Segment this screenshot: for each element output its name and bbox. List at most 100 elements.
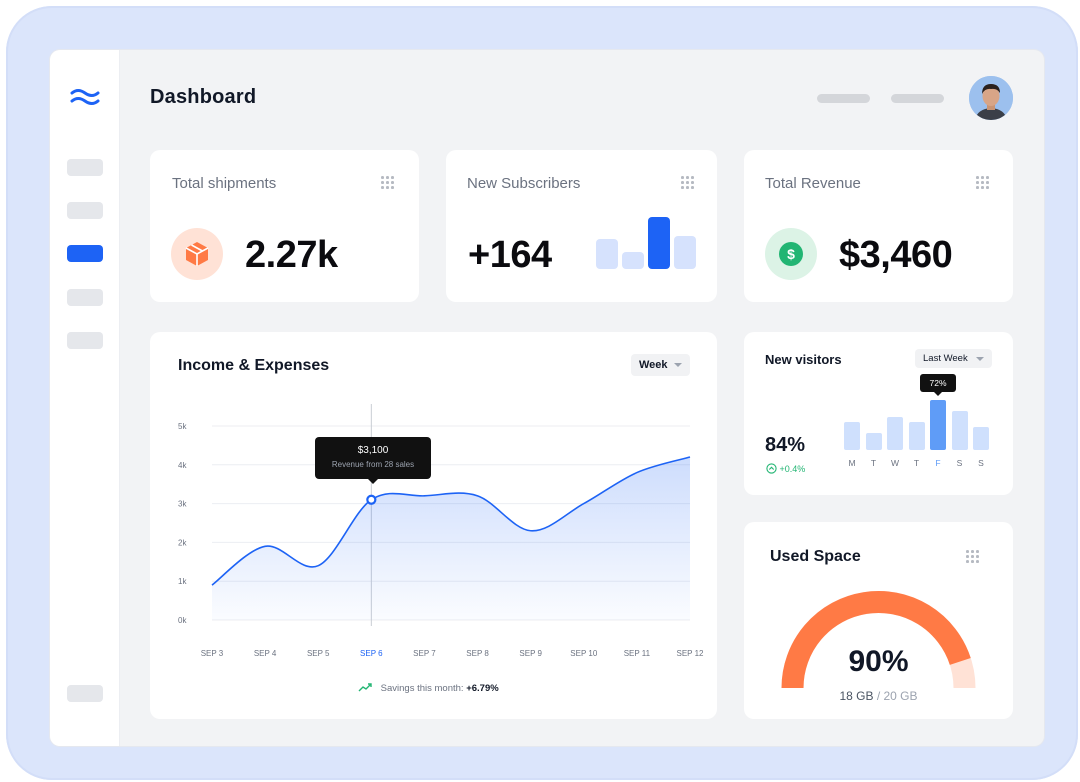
card-title: New visitors	[765, 352, 842, 367]
range-dropdown[interactable]: Week	[631, 354, 690, 376]
subscribers-card: New Subscribers +164	[446, 150, 717, 302]
more-dots-icon[interactable]	[681, 176, 695, 190]
used-space-amount: 18 GB / 20 GB	[839, 689, 918, 703]
x-tick-label: SEP 11	[624, 649, 651, 658]
visitor-bar[interactable]	[908, 422, 925, 450]
trend-up-icon	[358, 683, 372, 692]
subscribers-value: +164	[468, 234, 552, 276]
visitors-bar-chart: M T W T F S S 72%	[844, 374, 996, 482]
x-tick-label: SEP 12	[677, 649, 705, 658]
shipments-card: Total shipments 2.27k	[150, 150, 419, 302]
sidebar-item-2[interactable]	[67, 202, 103, 219]
visitor-day-label: F	[935, 458, 941, 468]
avatar[interactable]	[969, 76, 1013, 120]
box-icon-badge	[171, 228, 223, 280]
visitor-day-label: M	[848, 458, 856, 468]
card-title: Total Revenue	[765, 175, 861, 192]
y-tick-label: 4k	[178, 461, 187, 470]
used-space-gauge	[781, 591, 976, 689]
series-line	[211, 456, 691, 586]
x-tick-label: SEP 5	[307, 649, 330, 658]
savings-label: Savings this month:	[380, 683, 464, 694]
subscriber-bar	[622, 252, 644, 269]
used-space-card: Used Space 90% 18 GB / 20 GB	[744, 522, 1013, 719]
chart-title: Income & Expenses	[178, 357, 330, 374]
range-dropdown-label: Week	[639, 359, 668, 371]
visitor-bar[interactable]	[951, 411, 968, 450]
more-dots-icon[interactable]	[381, 176, 395, 190]
visitors-tooltip: 72%	[920, 374, 956, 396]
y-tick-label: 3k	[178, 500, 187, 509]
x-tick-label: SEP 10	[570, 649, 598, 658]
user-avatar-icon	[969, 76, 1013, 120]
visitor-day-label: T	[870, 458, 877, 468]
income-expenses-card: Income & Expenses Week 0k 1k 2k 3k 4k 5k SEP 3…	[150, 332, 717, 719]
visitor-day-label: T	[913, 458, 920, 468]
sidebar	[50, 50, 120, 746]
chart-tooltip: $3,100 Revenue from 28 sales	[315, 437, 431, 484]
sidebar-item-active[interactable]	[67, 245, 103, 262]
series-area	[212, 457, 690, 620]
header-link-2[interactable]	[891, 94, 944, 103]
subscriber-bar	[674, 236, 696, 269]
box-icon	[185, 242, 209, 266]
range-dropdown-label: Last Week	[923, 353, 968, 364]
visitor-bar[interactable]	[844, 422, 860, 450]
sidebar-item-settings[interactable]	[67, 685, 103, 702]
visitors-change: +0.4%	[766, 463, 805, 474]
dashboard-screen: Dashboard Total shipments	[50, 50, 1044, 746]
x-tick-label: SEP 4	[254, 649, 277, 658]
visitors-percent: 84%	[765, 434, 806, 456]
dollar-icon-badge: $	[765, 228, 817, 280]
arrow-up-circle-icon	[766, 463, 777, 474]
visitors-range-dropdown[interactable]: Last Week	[915, 349, 992, 368]
logo-icon[interactable]	[70, 86, 100, 110]
used-space-percent: 90%	[848, 645, 909, 678]
sidebar-item-4[interactable]	[67, 289, 103, 306]
tablet-frame: Dashboard Total shipments	[6, 6, 1078, 780]
card-title: Total shipments	[172, 175, 277, 192]
visitor-bar[interactable]	[930, 400, 946, 450]
sidebar-item-1[interactable]	[67, 159, 103, 176]
dollar-icon: $	[779, 242, 803, 266]
visitor-bar[interactable]	[865, 433, 882, 450]
tooltip-value: $3,100	[357, 445, 389, 456]
chevron-down-icon	[674, 363, 682, 367]
more-dots-icon[interactable]	[976, 176, 990, 190]
visitors-change-value: +0.4%	[779, 464, 806, 474]
subscriber-bar	[596, 239, 618, 269]
chevron-down-icon	[976, 357, 984, 361]
used-space-used: 18 GB	[839, 689, 874, 703]
savings-value: +6.79%	[466, 683, 499, 694]
x-tick-label: SEP 7	[413, 649, 436, 658]
tooltip-subtext: Revenue from 28 sales	[331, 460, 415, 469]
visitor-bar[interactable]	[973, 427, 989, 450]
y-tick-label: 1k	[178, 577, 187, 586]
savings-summary: Savings this month: +6.79%	[358, 683, 499, 694]
hover-point[interactable]	[366, 494, 377, 505]
header-link-1[interactable]	[817, 94, 870, 103]
used-space-total: 20 GB	[883, 689, 918, 703]
y-tick-label: 2k	[178, 538, 187, 547]
subscribers-mini-chart	[596, 214, 698, 269]
gauge-fill	[781, 591, 971, 689]
more-dots-icon[interactable]	[966, 550, 980, 564]
page-title: Dashboard	[150, 86, 257, 108]
x-tick-label: SEP 9	[519, 649, 542, 658]
y-tick-label: 0k	[178, 616, 187, 625]
card-title: Used Space	[770, 548, 861, 565]
visitor-day-label: S	[956, 458, 963, 468]
visitors-card: New visitors Last Week 84% +0.4% M T W T F S S…	[744, 332, 1013, 495]
revenue-value: $3,460	[839, 234, 953, 276]
svg-text:$: $	[787, 246, 795, 262]
shipments-value: 2.27k	[245, 234, 338, 276]
card-title: New Subscribers	[467, 175, 581, 192]
visitor-bar[interactable]	[887, 417, 903, 450]
visitor-day-label: S	[978, 458, 984, 468]
subscriber-bar	[648, 217, 670, 269]
x-tick-label: SEP 8	[466, 649, 489, 658]
sidebar-item-5[interactable]	[67, 332, 103, 349]
revenue-card: Total Revenue $ $3,460	[744, 150, 1013, 302]
x-tick-label: SEP 6	[360, 649, 383, 658]
income-line-chart: 0k 1k 2k 3k 4k 5k SEP 3 SEP 4 SEP 5 SEP 6 SEP 7 SEP…	[178, 404, 705, 658]
